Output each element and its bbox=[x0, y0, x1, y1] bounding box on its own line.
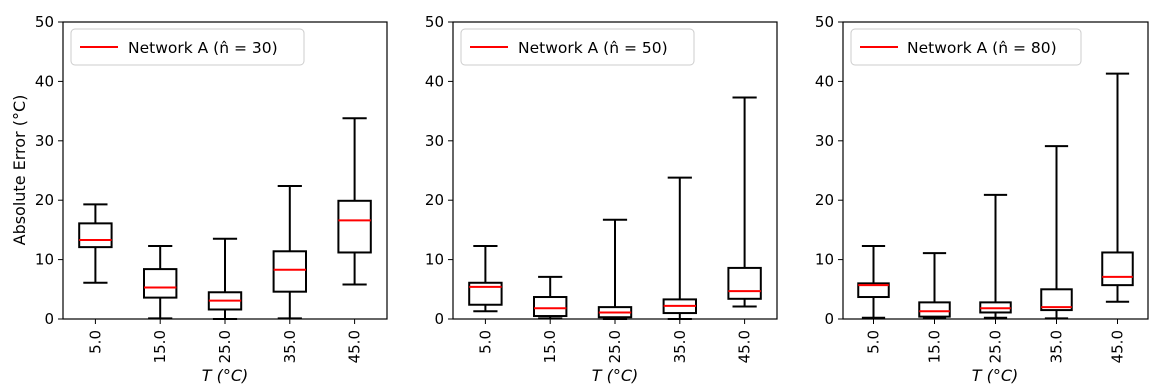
x-tick-label: 15.0 bbox=[151, 330, 169, 363]
legend-box-1 bbox=[70, 28, 305, 66]
iqr-box bbox=[143, 268, 178, 299]
x-tick-label: 35.0 bbox=[281, 330, 299, 363]
y-tick-label: 20 bbox=[425, 191, 444, 209]
boxes-3 bbox=[857, 72, 1134, 320]
y-tick-label: 40 bbox=[425, 72, 444, 90]
y-tick-label: 40 bbox=[35, 72, 54, 90]
xticks-3: 5.0 15.0 25.0 35.0 45.0 bbox=[865, 319, 1127, 363]
iqr-box bbox=[78, 222, 113, 249]
box-45.0 bbox=[1101, 72, 1134, 303]
x-tick-label: 25.0 bbox=[216, 330, 234, 363]
panel-3: 0 10 20 30 40 50 5.0 15.0 25.0 35.0 45.0 Network … bbox=[815, 13, 1149, 385]
legend-3: Network A (n̂ = 80) bbox=[850, 28, 1082, 66]
box-45.0 bbox=[727, 96, 762, 308]
y-tick-label: 50 bbox=[35, 13, 54, 31]
box-35.0 bbox=[1040, 145, 1073, 320]
x-tick-label: 25.0 bbox=[606, 330, 624, 363]
boxes-2 bbox=[468, 96, 762, 320]
y-tick-label: 30 bbox=[425, 132, 444, 150]
legend-box-3 bbox=[850, 28, 1082, 66]
box-5.0 bbox=[857, 244, 890, 319]
box-15.0 bbox=[533, 275, 568, 320]
box-45.0 bbox=[337, 117, 372, 286]
x-tick-label: 5.0 bbox=[476, 330, 494, 354]
box-35.0 bbox=[272, 184, 308, 320]
yticks-1: 0 10 20 30 40 50 bbox=[35, 13, 63, 328]
y-tick-label: 10 bbox=[35, 251, 54, 269]
x-tick-label: 35.0 bbox=[671, 330, 689, 363]
y-tick-label: 0 bbox=[824, 310, 834, 328]
y-tick-label: 10 bbox=[815, 251, 834, 269]
y-tick-label: 0 bbox=[434, 310, 444, 328]
x-tick-label: 45.0 bbox=[736, 330, 754, 363]
y-tick-label: 20 bbox=[815, 191, 834, 209]
x-tick-label: 45.0 bbox=[346, 330, 364, 363]
iqr-box bbox=[918, 301, 951, 318]
box-35.0 bbox=[662, 176, 697, 320]
y-tick-label: 0 bbox=[44, 310, 54, 328]
iqr-box bbox=[337, 199, 372, 254]
x-axis-label-1: T (°C) bbox=[202, 366, 249, 385]
panel-2: 0 10 20 30 40 50 5.0 15.0 25.0 35.0 45.0 Network … bbox=[425, 13, 778, 385]
iqr-box bbox=[533, 296, 568, 318]
box-15.0 bbox=[143, 244, 178, 320]
x-tick-label: 45.0 bbox=[1109, 330, 1127, 363]
y-tick-label: 30 bbox=[35, 132, 54, 150]
iqr-box bbox=[727, 266, 762, 300]
y-tick-label: 30 bbox=[815, 132, 834, 150]
boxes-1 bbox=[78, 117, 372, 320]
box-25.0 bbox=[207, 237, 243, 320]
panel-1: 0 10 20 30 40 50 5.0 15.0 25.0 35.0 45.0 Network … bbox=[10, 13, 388, 385]
iqr-box bbox=[1101, 251, 1134, 287]
iqr-box bbox=[1040, 288, 1073, 312]
legend-label-1: Network A (n̂ = 30) bbox=[128, 39, 278, 57]
legend-1: Network A (n̂ = 30) bbox=[70, 28, 305, 66]
x-tick-label: 15.0 bbox=[541, 330, 559, 363]
x-tick-label: 35.0 bbox=[1048, 330, 1066, 363]
xticks-1: 5.0 15.0 25.0 35.0 45.0 bbox=[86, 319, 364, 363]
yticks-3: 0 10 20 30 40 50 bbox=[815, 13, 843, 328]
box-25.0 bbox=[597, 218, 633, 320]
yticks-2: 0 10 20 30 40 50 bbox=[425, 13, 453, 328]
legend-box-2 bbox=[460, 28, 695, 66]
y-tick-label: 40 bbox=[815, 72, 834, 90]
x-tick-label: 15.0 bbox=[926, 330, 944, 363]
x-tick-label: 25.0 bbox=[987, 330, 1005, 363]
box-5.0 bbox=[78, 203, 113, 284]
box-25.0 bbox=[979, 193, 1012, 319]
y-tick-label: 10 bbox=[425, 251, 444, 269]
y-tick-label: 50 bbox=[815, 13, 834, 31]
iqr-box bbox=[468, 281, 503, 306]
box-5.0 bbox=[468, 244, 503, 313]
box-15.0 bbox=[918, 252, 951, 320]
legend-label-2: Network A (n̂ = 50) bbox=[518, 39, 668, 57]
x-axis-label-2: T (°C) bbox=[592, 366, 639, 385]
legend-label-3: Network A (n̂ = 80) bbox=[907, 39, 1057, 57]
y-axis-label-1: Absolute Error (°C) bbox=[10, 95, 29, 246]
iqr-box bbox=[272, 250, 308, 293]
x-axis-label-3: T (°C) bbox=[972, 366, 1019, 385]
x-tick-label: 5.0 bbox=[865, 330, 883, 354]
y-tick-label: 20 bbox=[35, 191, 54, 209]
y-tick-label: 50 bbox=[425, 13, 444, 31]
x-tick-label: 5.0 bbox=[86, 330, 104, 354]
legend-2: Network A (n̂ = 50) bbox=[460, 28, 695, 66]
xticks-2: 5.0 15.0 25.0 35.0 45.0 bbox=[476, 319, 754, 363]
iqr-box bbox=[857, 282, 890, 299]
